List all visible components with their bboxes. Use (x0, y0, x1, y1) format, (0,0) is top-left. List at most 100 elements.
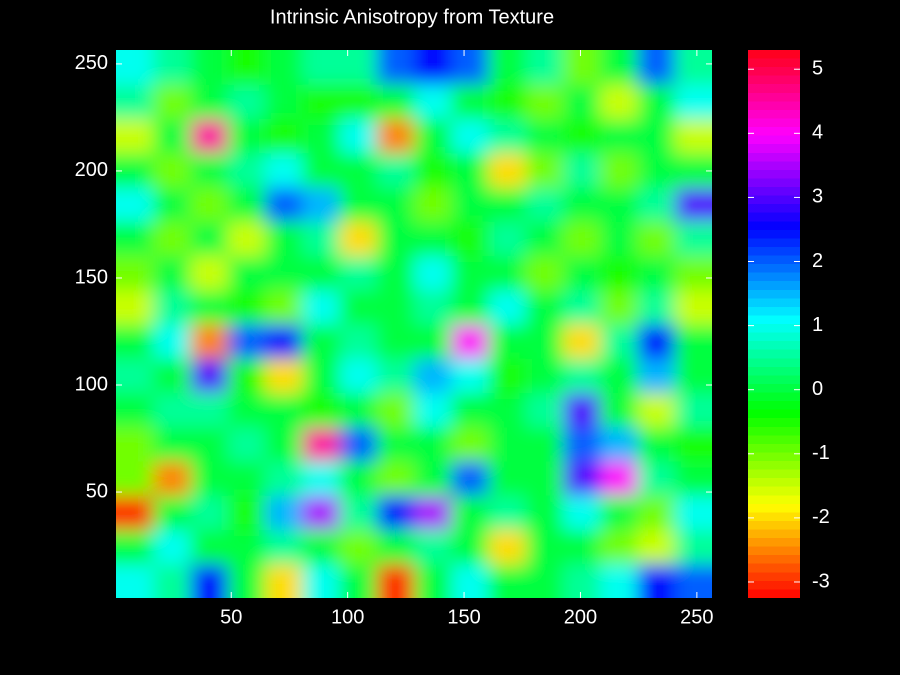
heatmap-cell (265, 358, 303, 393)
heatmap-cell (451, 563, 489, 598)
heatmap-cell (563, 495, 601, 530)
heatmap-cell (637, 50, 676, 85)
heatmap-cell (488, 358, 527, 393)
heatmap-cell (563, 461, 601, 496)
heatmap-cell (116, 255, 154, 291)
heatmap-cell (339, 221, 378, 256)
heatmap-cell (414, 187, 452, 222)
heatmap-cell (153, 392, 191, 428)
heatmap-cell (190, 84, 229, 119)
heatmap-cell (525, 84, 564, 119)
heatmap-cell (600, 392, 638, 428)
heatmap-cell (451, 495, 489, 530)
heatmap-cell (525, 50, 564, 85)
heatmap-cell (488, 152, 527, 188)
heatmap-cell (190, 563, 229, 598)
heatmap-cell (116, 84, 154, 119)
heatmap-cell (488, 255, 527, 291)
heatmap-cell (339, 324, 378, 359)
heatmap-cell (302, 563, 340, 598)
heatmap-cell (265, 392, 303, 428)
heatmap-cell (153, 255, 191, 291)
heatmap-cell (265, 187, 303, 222)
heatmap-cell (414, 152, 452, 188)
heatmap-cell (488, 426, 527, 462)
heatmap-cell (265, 255, 303, 291)
heatmap-cell (488, 495, 527, 530)
heatmap-cell (376, 118, 415, 154)
heatmap-cell (600, 358, 638, 393)
heatmap-cell (116, 529, 154, 565)
heatmap-cell (227, 324, 266, 359)
colorbar-tick-label: -2 (812, 506, 830, 528)
x-tick-label: 250 (680, 606, 713, 628)
heatmap-cell (414, 495, 452, 530)
heatmap-cell (339, 495, 378, 530)
heatmap-cell (488, 50, 527, 85)
heatmap-cell (190, 152, 229, 188)
heatmap-cell (637, 358, 676, 393)
heatmap-cell (227, 529, 266, 565)
heatmap-cell (451, 324, 489, 359)
heatmap-cell (525, 495, 564, 530)
heatmap-cell (302, 221, 340, 256)
heatmap-cell (674, 255, 712, 291)
heatmap-cell (451, 461, 489, 496)
heatmap-cell (637, 461, 676, 496)
heatmap-cell (563, 529, 601, 565)
heatmap-cell (637, 392, 676, 428)
heatmap-cell (674, 324, 712, 359)
heatmap-cell (190, 255, 229, 291)
heatmap-cell (153, 152, 191, 188)
heatmap-cell (674, 50, 712, 85)
heatmap-cell (414, 563, 452, 598)
heatmap-cell (414, 84, 452, 119)
heatmap-cell (376, 426, 415, 462)
heatmap-cell (600, 221, 638, 256)
heatmap-cell (265, 495, 303, 530)
heatmap-cell (153, 289, 191, 325)
heatmap-cell (302, 461, 340, 496)
heatmap-cell (302, 187, 340, 222)
heatmap-cell (600, 187, 638, 222)
heatmap-cell (451, 221, 489, 256)
heatmap-cell (563, 187, 601, 222)
heatmap-cell (116, 495, 154, 530)
heatmap-cell (190, 529, 229, 565)
heatmap-cell (600, 50, 638, 85)
heatmap-cell (600, 495, 638, 530)
heatmap-cell (600, 84, 638, 119)
heatmap-cell (116, 221, 154, 256)
heatmap-cell (563, 84, 601, 119)
heatmap-cell (153, 187, 191, 222)
y-tick-label: 50 (86, 480, 108, 502)
heatmap-cell (674, 84, 712, 119)
heatmap-cell (674, 426, 712, 462)
heatmap-cell (302, 84, 340, 119)
heatmap-cell (153, 461, 191, 496)
heatmap-cell (488, 118, 527, 154)
heatmap-cell (451, 152, 489, 188)
heatmap-cell (637, 563, 676, 598)
heatmap-cell (563, 324, 601, 359)
heatmap-cell (116, 187, 154, 222)
heatmap-cell (414, 529, 452, 565)
heatmap-cell (339, 563, 378, 598)
heatmap-cell (339, 50, 378, 85)
heatmap-cell (563, 118, 601, 154)
y-tick-label: 150 (75, 266, 108, 288)
heatmap-cell (190, 289, 229, 325)
y-tick-label: 250 (75, 52, 108, 74)
heatmap-cell (302, 426, 340, 462)
heatmap-cell (116, 289, 154, 325)
ticks (116, 50, 800, 598)
heatmap-cell (637, 255, 676, 291)
heatmap-cell (302, 392, 340, 428)
heatmap-cell (376, 289, 415, 325)
heatmap-cell (451, 426, 489, 462)
heatmap-cell (414, 255, 452, 291)
heatmap-cell (190, 187, 229, 222)
heatmap-cell (451, 529, 489, 565)
heatmap-cell (414, 118, 452, 154)
heatmap-cell (116, 392, 154, 428)
